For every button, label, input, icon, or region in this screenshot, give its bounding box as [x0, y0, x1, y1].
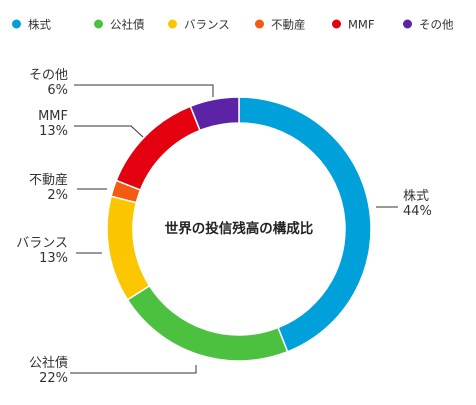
legend-label-balanced: バランス	[184, 18, 230, 32]
legend-swatch-balanced	[168, 19, 177, 29]
slice-value-mmf: 13%	[39, 124, 68, 139]
slice-name-mmf: MMF	[38, 109, 68, 124]
legend-label-mmf: MMF	[348, 18, 374, 32]
slice-value-other: 6%	[47, 83, 68, 98]
legend-swatch-stocks	[12, 19, 21, 29]
legend-label-real-estate: 不動産	[271, 18, 306, 32]
slice-name-bonds: 公社債	[29, 355, 68, 371]
slice-name-balanced: バランス	[16, 236, 68, 251]
slice-value-real-estate: 2%	[47, 188, 68, 203]
slice-value-stocks: 44%	[403, 204, 432, 219]
leader-line-mmf	[74, 125, 144, 138]
slice-name-other: その他	[29, 68, 68, 83]
legend-swatch-bonds	[94, 19, 103, 29]
chart-legend: 株式 公社債 バランス 不動産 MMF その他	[12, 18, 454, 32]
slice-value-bonds: 22%	[39, 371, 68, 386]
slice-other	[189, 96, 240, 132]
chart-title: 世界の投信残高の構成比	[165, 220, 314, 237]
legend-swatch-real-estate	[255, 19, 264, 29]
legend-label-stocks: 株式	[28, 18, 51, 32]
legend-label-bonds: 公社債	[110, 18, 145, 32]
slice-bonds	[126, 284, 289, 362]
legend-swatch-other	[403, 19, 412, 29]
legend-label-other: その他	[419, 18, 454, 32]
slice-name-real-estate: 不動産	[29, 172, 68, 188]
leader-line-other	[74, 84, 214, 97]
donut-slices	[106, 96, 372, 362]
slice-balanced	[106, 195, 151, 301]
legend-swatch-mmf	[332, 19, 341, 29]
slice-mmf	[115, 105, 201, 191]
slice-value-balanced: 13%	[39, 251, 68, 266]
slice-name-stocks: 株式	[403, 189, 429, 204]
leader-line-bonds	[70, 365, 197, 374]
